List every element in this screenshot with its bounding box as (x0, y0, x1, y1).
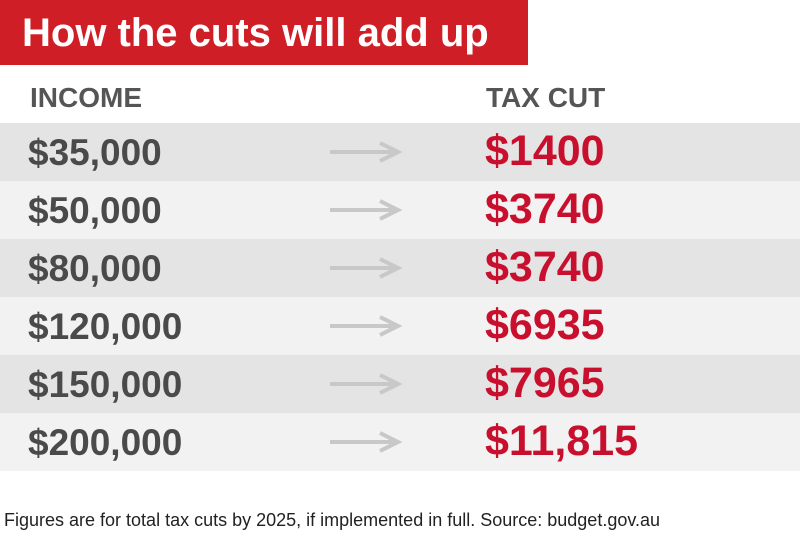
table-row: $80,000 $3740 (0, 239, 800, 297)
table-body: $35,000 $1400 $50,000 $3740 $80,000 $374… (0, 123, 800, 471)
table-row: $120,000 $6935 (0, 297, 800, 355)
table-row: $50,000 $3740 (0, 181, 800, 239)
income-cell: $35,000 (28, 132, 162, 173)
tax-cut-cell: $7965 (485, 359, 605, 407)
arrow-right-icon (330, 257, 403, 279)
arrow-right-icon (330, 199, 403, 221)
arrow-right-icon (330, 431, 403, 453)
table-row: $200,000 $11,815 (0, 413, 800, 471)
arrow-right-icon (330, 141, 403, 163)
table-row: $150,000 $7965 (0, 355, 800, 413)
income-cell: $50,000 (28, 190, 162, 231)
tax-cut-cell: $3740 (485, 243, 605, 291)
source-footnote: Figures are for total tax cuts by 2025, … (4, 510, 661, 530)
income-cell: $200,000 (28, 422, 183, 463)
tax-cut-cell: $3740 (485, 185, 605, 233)
column-header-income: INCOME (30, 82, 142, 113)
table-row: $35,000 $1400 (0, 123, 800, 181)
tax-cut-cell: $1400 (485, 127, 605, 175)
tax-cut-cell: $11,815 (485, 417, 639, 465)
chart-title: How the cuts will add up (22, 11, 489, 55)
column-header-tax-cut: TAX CUT (486, 82, 606, 113)
income-cell: $80,000 (28, 248, 162, 289)
income-cell: $150,000 (28, 364, 183, 405)
tax-cut-cell: $6935 (485, 301, 605, 349)
arrow-right-icon (330, 315, 403, 337)
arrow-right-icon (330, 373, 403, 395)
title-bar: How the cuts will add up (0, 0, 528, 65)
income-cell: $120,000 (28, 306, 183, 347)
